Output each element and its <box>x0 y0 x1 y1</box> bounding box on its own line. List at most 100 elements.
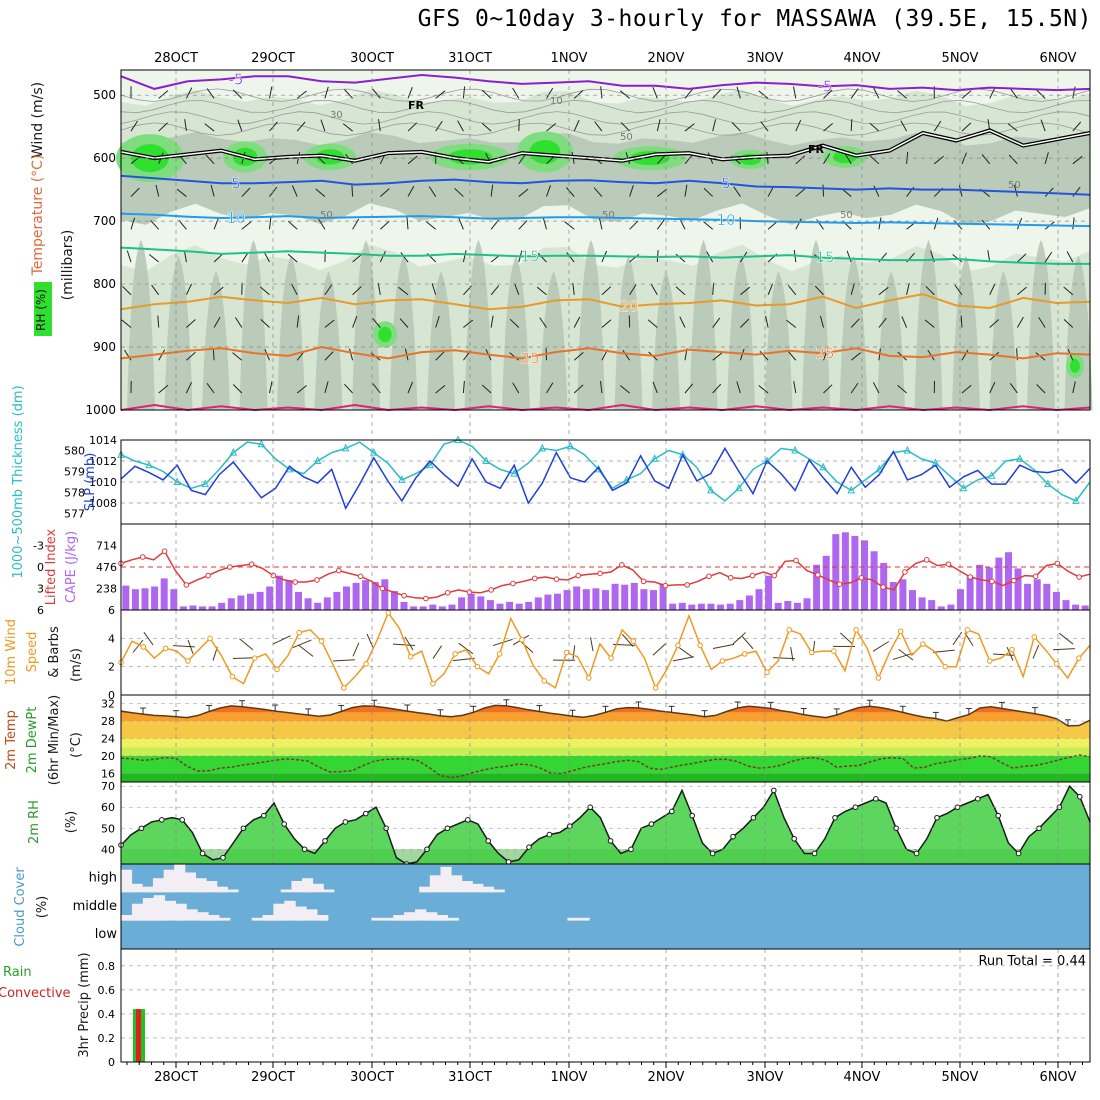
wind-barb <box>185 381 193 394</box>
rh2m-line-marker <box>281 821 288 827</box>
wind-barb <box>652 381 658 394</box>
wind-barb <box>684 154 693 165</box>
wind-barb <box>435 385 446 394</box>
cloud-bar-high <box>291 881 303 893</box>
precip-tick-label: 0.8 <box>98 960 116 973</box>
wind-barb-10m <box>840 632 854 645</box>
wind-barb <box>703 221 714 230</box>
wind-barb <box>372 88 381 99</box>
wind-barb <box>573 316 581 328</box>
wind-barb <box>593 187 603 197</box>
cape-bar <box>314 602 322 610</box>
cloud-bar-high <box>152 878 164 893</box>
lifted-index-line-marker <box>597 570 603 577</box>
wind-speed-line-marker <box>652 685 659 691</box>
cape-bar <box>582 589 590 610</box>
wind-speed-line-marker <box>697 642 703 649</box>
bottom-date-label: 3NOV <box>747 1070 784 1085</box>
rh2m-line-marker <box>546 831 553 838</box>
wind-barb <box>130 187 140 197</box>
wind-barb <box>269 121 278 132</box>
cape-bar <box>755 589 763 610</box>
wind-barb <box>684 123 695 132</box>
temp-band <box>121 695 1090 704</box>
wind-barb <box>786 319 797 328</box>
wind-barb <box>765 315 769 328</box>
top-date-label: 3NOV <box>747 51 784 66</box>
wind-barb <box>213 253 224 263</box>
top-date-label: 4NOV <box>844 51 881 66</box>
cape-bar <box>957 589 964 610</box>
cape-bar <box>688 604 696 610</box>
rh-side-label: RH (%) <box>34 289 48 331</box>
rh2m-line-marker <box>199 850 206 857</box>
wind-barb <box>656 219 665 230</box>
wind-barb-10m <box>132 639 144 653</box>
wind-barb <box>873 87 880 99</box>
cloud-bar-middle <box>382 917 394 921</box>
wind-barb-10m <box>1032 644 1040 659</box>
wind-barb <box>814 285 824 296</box>
wind-side-label: Wind (m/s) <box>30 82 46 158</box>
wind-speed-line-marker <box>764 669 770 676</box>
wind-barb <box>435 90 446 99</box>
lifted-index-line-marker <box>205 572 211 579</box>
wind-barb <box>1009 88 1018 99</box>
wind-speed-line-marker <box>274 666 280 673</box>
rh-plume <box>464 240 493 410</box>
lifted-index-line-marker <box>248 561 255 567</box>
wind-barb <box>481 89 492 99</box>
wind-barb <box>1063 319 1074 328</box>
rh2m-line <box>120 784 1091 865</box>
cape-bar <box>928 600 936 610</box>
thickness-line-marker <box>145 460 153 469</box>
rh-plume <box>202 271 230 410</box>
cape-bar <box>736 600 744 610</box>
cape-bar <box>1014 568 1022 610</box>
wind-barb <box>546 123 557 132</box>
wind-barb <box>960 315 963 328</box>
thickness-tick-label: 577 <box>64 508 85 521</box>
precip-tick-label: 0 <box>108 1056 115 1069</box>
wind-barb <box>157 315 160 328</box>
wind-barb-10m <box>332 659 355 662</box>
wind-barb <box>407 185 415 197</box>
lifted-index-line-marker <box>880 584 886 590</box>
rh-plume <box>764 271 793 410</box>
rh2m-area <box>121 786 1090 864</box>
cloud-bar-middle <box>142 898 155 921</box>
temp-tick-label: 32 <box>101 698 115 711</box>
wind-barb <box>121 319 132 328</box>
wind-speed-line-marker <box>942 663 949 670</box>
wind-barb <box>542 217 547 230</box>
rh2m-line-marker <box>159 817 165 823</box>
cape-bar <box>813 564 821 610</box>
thickness-line <box>120 439 1091 502</box>
dewpoint-line <box>120 754 1091 779</box>
cape-tick-label: 238 <box>96 583 117 596</box>
wind-barb <box>518 220 528 230</box>
wind-barb <box>213 217 219 230</box>
lifted-index-line-marker <box>706 573 712 580</box>
lifted-index-line-marker <box>292 579 299 585</box>
cloud-bar-middle <box>284 900 296 921</box>
cape-bar <box>793 602 801 610</box>
cloud-bar-middle <box>306 909 318 921</box>
cape-bar <box>496 603 504 610</box>
lifted-index-line-marker <box>684 582 690 588</box>
cape-bar <box>947 604 955 610</box>
cape-bar <box>1052 591 1060 610</box>
cape-bar <box>592 588 600 610</box>
temp-band <box>121 712 1090 722</box>
wind-speed-line-marker <box>496 651 503 657</box>
thickness-line-marker <box>313 456 322 464</box>
wind-barb-10m <box>520 640 534 653</box>
bottom-date-label: 5NOV <box>942 1070 979 1085</box>
temp-tick-label: 24 <box>101 733 115 746</box>
wind-barb <box>1036 384 1046 394</box>
rh-plume <box>277 255 305 410</box>
cloud-bar-middle <box>415 909 427 921</box>
wind-barb <box>758 90 769 99</box>
wind-barb <box>406 217 409 230</box>
wind-barb <box>490 184 494 197</box>
